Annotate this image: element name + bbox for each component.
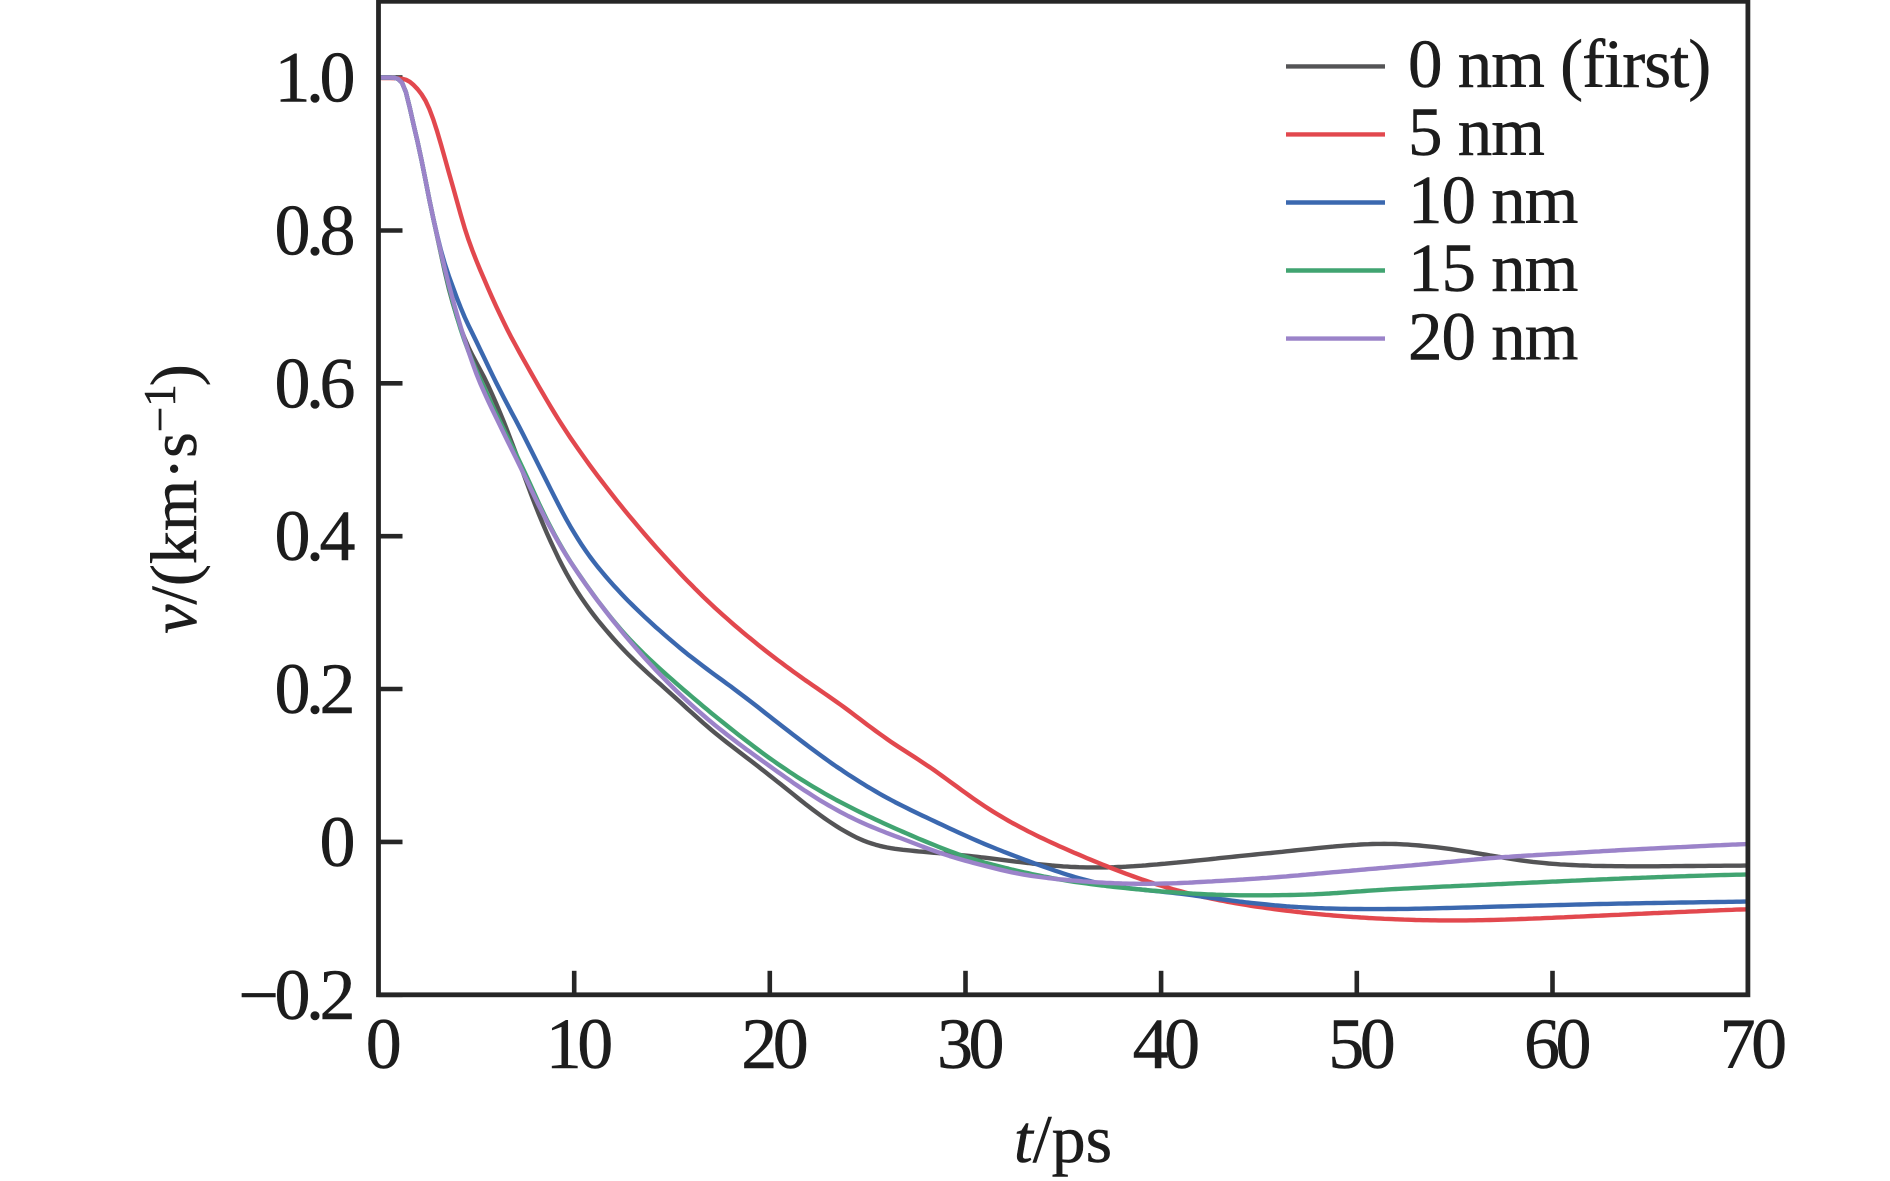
svg-text:0: 0 (366, 1004, 400, 1084)
svg-text:−0.2: −0.2 (238, 955, 352, 1035)
svg-text:5 nm: 5 nm (1408, 94, 1544, 170)
svg-text:20 nm: 20 nm (1408, 298, 1578, 374)
svg-text:10 nm: 10 nm (1408, 162, 1578, 238)
svg-text:0.2: 0.2 (275, 649, 353, 729)
svg-text:0: 0 (320, 802, 354, 882)
svg-text:30: 30 (937, 1004, 1003, 1084)
svg-text:20: 20 (741, 1004, 807, 1084)
svg-text:10: 10 (546, 1004, 612, 1084)
svg-text:70: 70 (1720, 1004, 1786, 1084)
svg-text:60: 60 (1524, 1004, 1590, 1084)
svg-text:40: 40 (1133, 1004, 1199, 1084)
svg-text:50: 50 (1328, 1004, 1394, 1084)
svg-text:t/ps: t/ps (1014, 1101, 1112, 1177)
svg-text:1.0: 1.0 (275, 38, 354, 118)
svg-text:0.8: 0.8 (275, 191, 354, 271)
svg-text:0.6: 0.6 (275, 343, 354, 423)
svg-text:0.4: 0.4 (275, 496, 355, 576)
svg-text:0 nm (first): 0 nm (first) (1408, 26, 1710, 102)
svg-text:15 nm: 15 nm (1408, 230, 1578, 306)
